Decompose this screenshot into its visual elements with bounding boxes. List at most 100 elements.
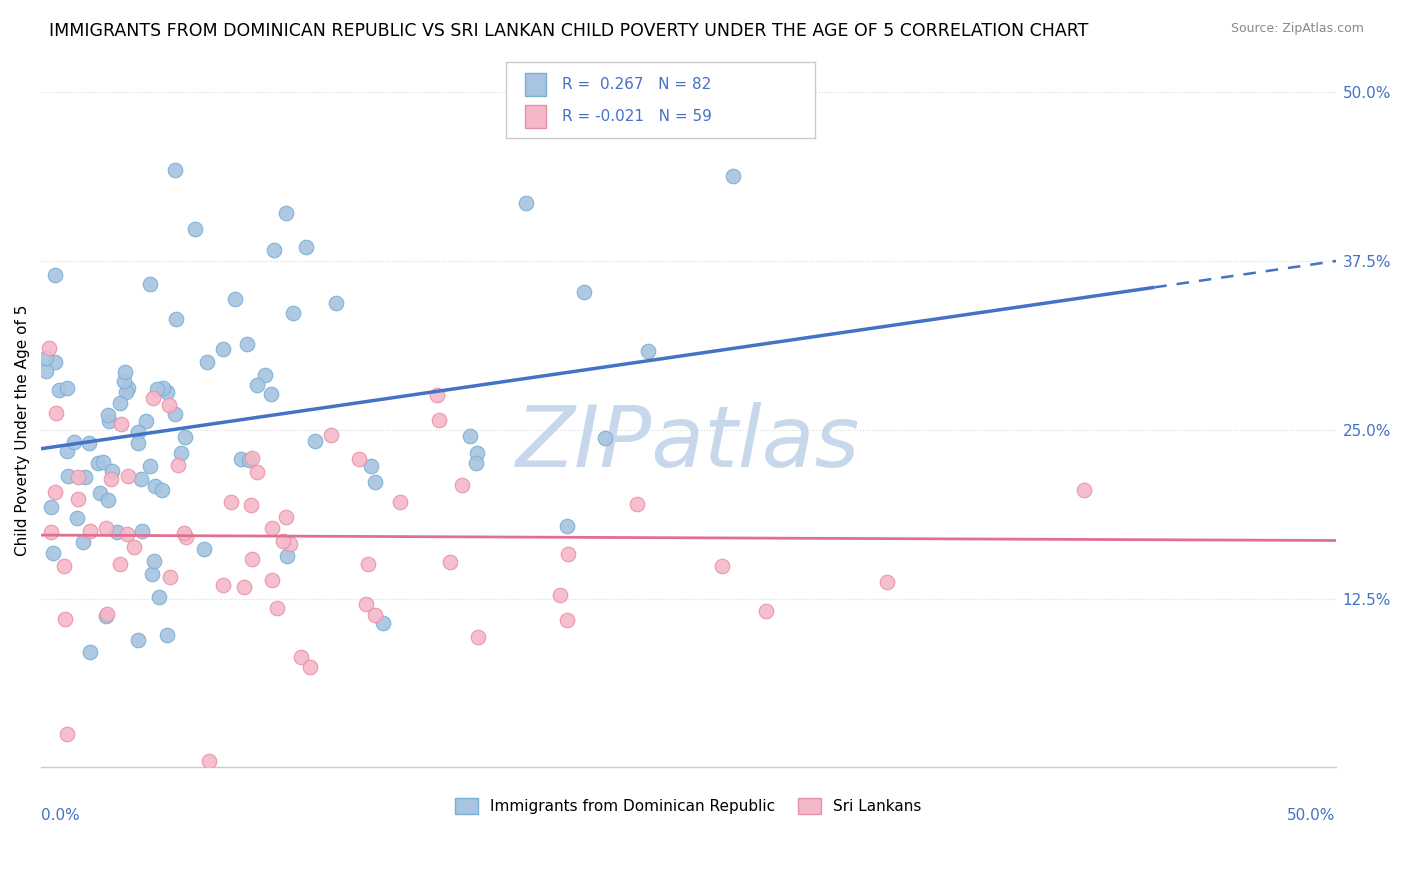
Point <box>117 381 139 395</box>
Point <box>266 600 288 615</box>
Point <box>260 387 283 401</box>
Point <box>94 521 117 535</box>
Point <box>91 455 114 469</box>
Point <box>38 341 60 355</box>
Point <box>555 519 578 533</box>
Point <box>239 498 262 512</box>
Point <box>755 604 778 618</box>
Point <box>274 509 297 524</box>
Point <box>157 398 180 412</box>
Point <box>98 414 121 428</box>
Point <box>150 483 173 498</box>
Point <box>139 277 162 292</box>
Text: Source: ZipAtlas.com: Source: ZipAtlas.com <box>1230 22 1364 36</box>
Point <box>115 526 138 541</box>
Point <box>246 465 269 479</box>
Point <box>274 205 297 219</box>
Point <box>139 458 162 473</box>
Point <box>364 475 387 489</box>
Point <box>142 391 165 405</box>
Point <box>193 541 215 556</box>
Point <box>135 414 157 428</box>
Point <box>721 169 744 183</box>
Point <box>290 649 312 664</box>
Point <box>42 546 65 560</box>
Point <box>156 627 179 641</box>
Point <box>276 549 298 563</box>
Point <box>238 453 260 467</box>
Point <box>555 613 578 627</box>
Point <box>304 434 326 449</box>
Point <box>464 456 486 470</box>
Point <box>184 222 207 236</box>
Point <box>637 343 659 358</box>
Point <box>87 456 110 470</box>
Point <box>262 521 284 535</box>
Point <box>450 477 472 491</box>
Point <box>48 383 70 397</box>
Point <box>281 305 304 319</box>
Point <box>439 555 461 569</box>
Point <box>52 559 75 574</box>
Point <box>146 382 169 396</box>
Legend: Immigrants from Dominican Republic, Sri Lankans: Immigrants from Dominican Republic, Sri … <box>449 792 928 821</box>
Point <box>219 495 242 509</box>
Point <box>142 554 165 568</box>
Text: R = -0.021   N = 59: R = -0.021 N = 59 <box>562 109 711 124</box>
Point <box>129 472 152 486</box>
Point <box>360 459 382 474</box>
Point <box>593 431 616 445</box>
Text: 50.0%: 50.0% <box>1286 808 1336 822</box>
Point <box>231 451 253 466</box>
Point <box>1073 483 1095 498</box>
Point <box>173 526 195 541</box>
Point <box>198 754 221 768</box>
Point <box>94 608 117 623</box>
Point <box>39 524 62 539</box>
Point <box>108 557 131 571</box>
Point <box>388 495 411 509</box>
Point <box>45 406 67 420</box>
Point <box>77 436 100 450</box>
Point <box>63 435 86 450</box>
Point <box>114 384 136 399</box>
Point <box>156 385 179 400</box>
Point <box>165 311 187 326</box>
Point <box>246 377 269 392</box>
Point <box>35 351 58 366</box>
Bar <box>524 105 547 128</box>
Text: 0.0%: 0.0% <box>41 808 80 822</box>
Point <box>148 591 170 605</box>
Point <box>66 470 89 484</box>
Point <box>39 500 62 514</box>
Point <box>89 485 111 500</box>
Point <box>122 541 145 555</box>
Point <box>145 479 167 493</box>
Y-axis label: Child Poverty Under the Age of 5: Child Poverty Under the Age of 5 <box>15 304 30 556</box>
Text: IMMIGRANTS FROM DOMINICAN REPUBLIC VS SRI LANKAN CHILD POVERTY UNDER THE AGE OF : IMMIGRANTS FROM DOMINICAN REPUBLIC VS SR… <box>49 22 1088 40</box>
Point <box>574 285 596 300</box>
Point <box>354 597 377 611</box>
Point <box>174 530 197 544</box>
Bar <box>524 73 547 95</box>
Point <box>460 428 482 442</box>
Point <box>79 645 101 659</box>
Point <box>165 407 187 421</box>
Point <box>465 446 488 460</box>
Point <box>427 413 450 427</box>
Point <box>56 727 79 741</box>
Point <box>56 469 79 483</box>
Point <box>711 559 734 574</box>
Point <box>67 491 90 506</box>
Point <box>141 567 163 582</box>
Point <box>876 575 898 590</box>
Point <box>515 195 537 210</box>
Point <box>73 470 96 484</box>
Point <box>152 381 174 395</box>
Point <box>117 468 139 483</box>
Point <box>321 428 343 442</box>
Point <box>44 355 66 369</box>
Point <box>100 472 122 486</box>
Point <box>263 243 285 257</box>
Point <box>96 607 118 621</box>
